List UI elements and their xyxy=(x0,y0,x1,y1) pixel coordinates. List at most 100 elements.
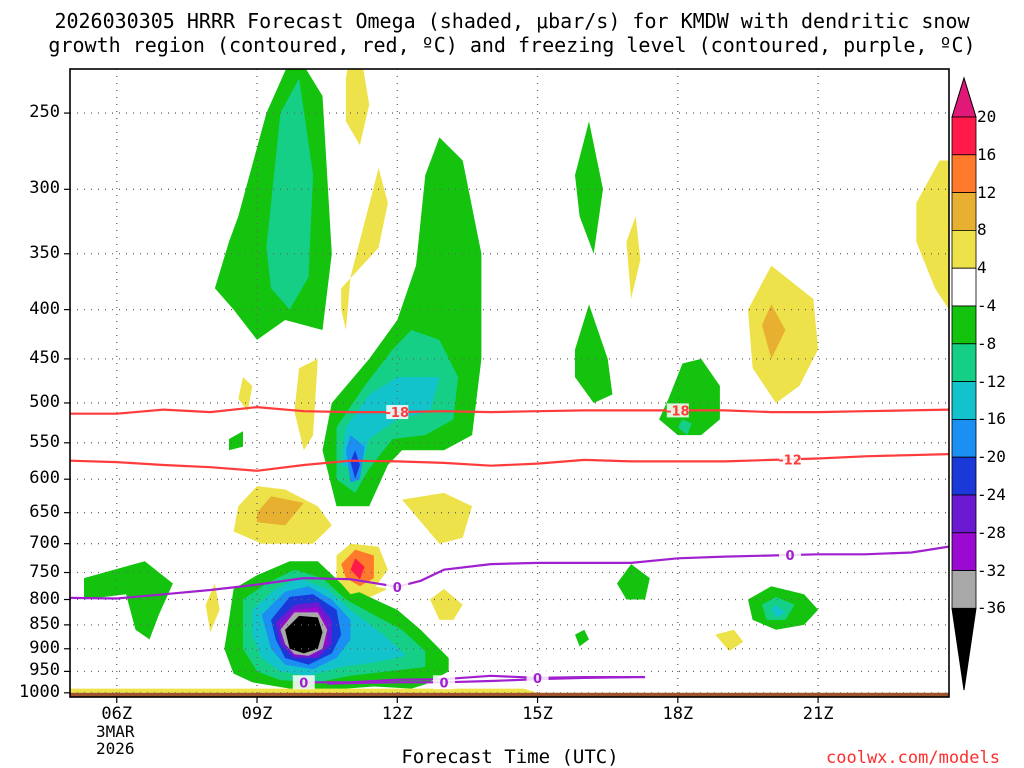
contour-label-3: 0 xyxy=(393,581,402,596)
y-tick-label-850: 850 xyxy=(29,613,60,634)
y-tick-label-250: 250 xyxy=(29,102,60,123)
omega-region-42 xyxy=(715,629,744,652)
colorbar-swatch-9 xyxy=(951,456,977,496)
y-tick-label-900: 900 xyxy=(29,637,60,658)
contour-label-1: -18 xyxy=(666,404,690,419)
y-tick-label-350: 350 xyxy=(29,242,60,263)
omega-region-12 xyxy=(257,496,304,526)
omega-region-16 xyxy=(205,583,220,633)
omega-region-8 xyxy=(341,377,440,473)
x-tick-label-21Z: 21Z xyxy=(802,704,834,724)
colorbar-swatch-11 xyxy=(951,532,977,571)
y-tick-label-550: 550 xyxy=(29,431,60,452)
y-tick-label-700: 700 xyxy=(29,532,60,553)
y-tick-label-400: 400 xyxy=(29,298,60,319)
colorbar-swatch-2 xyxy=(951,192,977,231)
contour-label-6: 0 xyxy=(533,672,542,687)
colorbar-swatch-10 xyxy=(951,494,977,534)
contour-line-2 xyxy=(70,545,949,600)
colorbar-label-7: -12 xyxy=(977,371,1006,391)
contour-line-4 xyxy=(327,676,632,685)
contour-label-2: -12 xyxy=(778,453,802,468)
contour-label-7: 0 xyxy=(440,676,449,691)
contour-label-bg-0 xyxy=(386,405,409,420)
colorbar-swatch-7 xyxy=(951,381,977,420)
contour-label-4: 0 xyxy=(786,549,795,564)
omega-region-38 xyxy=(762,304,786,359)
contour-label-bg-6 xyxy=(526,670,549,685)
contour-line-1 xyxy=(70,453,949,472)
contour-label-5: 0 xyxy=(299,676,308,691)
omega-region-5 xyxy=(294,358,318,451)
y-tick-label-600: 600 xyxy=(29,468,60,489)
colorbar-label-12: -32 xyxy=(977,560,1006,580)
contour-label-bg-4 xyxy=(779,547,802,562)
x-tick-label-09Z: 09Z xyxy=(241,704,273,724)
x-tick-label-06Z: 06Z xyxy=(101,704,133,724)
contour-label-bg-2 xyxy=(779,452,802,467)
contour-label-bg-1 xyxy=(666,403,689,418)
chart-title-line-1: 2026030305 HRRR Forecast Omega (shaded, … xyxy=(54,9,970,33)
omega-region-40 xyxy=(617,564,650,600)
contour-label-bg-7 xyxy=(433,675,456,690)
colorbar-label-10: -24 xyxy=(977,485,1006,504)
omega-region-34 xyxy=(575,304,613,403)
omega-region-31 xyxy=(229,431,243,451)
colorbar xyxy=(951,76,977,691)
omega-region-15 xyxy=(84,561,173,640)
colorbar-swatch-3 xyxy=(951,229,977,269)
contour-label-0: -18 xyxy=(386,406,410,421)
ground-surface xyxy=(70,692,949,697)
plot-frame xyxy=(64,68,950,703)
colorbar-label-2: 12 xyxy=(977,182,997,202)
colorbar-label-9: -20 xyxy=(977,447,1006,467)
omega-region-14 xyxy=(430,588,463,620)
x-tick-label-15Z: 15Z xyxy=(522,704,553,724)
omega-region-2 xyxy=(266,78,314,310)
omega-region-10 xyxy=(350,450,360,480)
omega-region-3 xyxy=(345,69,370,146)
colorbar-label-5: -4 xyxy=(977,296,997,315)
y-tick-label-750: 750 xyxy=(29,561,60,582)
colorbar-swatch-1 xyxy=(951,154,977,194)
omega-region-32 xyxy=(575,121,603,254)
colorbar-label-6: -8 xyxy=(977,333,997,353)
omega-region-30 xyxy=(238,377,253,412)
colorbar-label-1: 16 xyxy=(977,144,997,164)
colorbar-top-arrow xyxy=(951,76,977,118)
date-label-day: 3MAR xyxy=(96,722,135,741)
colorbar-swatch-12 xyxy=(951,570,977,609)
y-tick-label-650: 650 xyxy=(29,501,60,522)
y-tick-label-950: 950 xyxy=(29,660,60,681)
omega-region-45 xyxy=(771,604,786,618)
grid-lines xyxy=(70,69,949,694)
x-axis-title: Forecast Time (UTC) xyxy=(401,746,619,768)
omega-region-33 xyxy=(626,216,641,299)
colorbar-label-0: 20 xyxy=(977,107,997,126)
colorbar-swatch-8 xyxy=(951,418,977,458)
x-tick-label-12Z: 12Z xyxy=(381,704,413,724)
omega-region-36 xyxy=(677,419,692,436)
y-tick-label-800: 800 xyxy=(29,588,60,609)
x-tick-label-18Z: 18Z xyxy=(662,704,694,724)
y-tick-label-300: 300 xyxy=(29,178,60,199)
omega-region-29 xyxy=(350,558,365,580)
colorbar-swatch-6 xyxy=(951,343,977,382)
plot-border xyxy=(69,68,950,698)
credit-link[interactable]: coolwx.com/models xyxy=(826,748,1000,768)
colorbar-swatch-0 xyxy=(951,116,977,156)
y-tick-label-1000: 1000 xyxy=(19,681,60,702)
colorbar-label-8: -16 xyxy=(977,409,1006,429)
omega-shading xyxy=(70,69,949,697)
date-label-year: 2026 xyxy=(96,739,135,758)
colorbar-swatch-5 xyxy=(951,305,977,345)
contour-line-0 xyxy=(70,405,949,415)
omega-region-41 xyxy=(575,629,589,647)
chart-title-line-2: growth region (contoured, red, ºC) and f… xyxy=(48,33,976,57)
colorbar-swatch-4 xyxy=(951,267,977,307)
contour-label-bg-3 xyxy=(386,579,409,594)
colorbar-label-13: -36 xyxy=(977,598,1006,618)
omega-region-13 xyxy=(402,492,473,544)
omega-region-4 xyxy=(341,167,388,330)
